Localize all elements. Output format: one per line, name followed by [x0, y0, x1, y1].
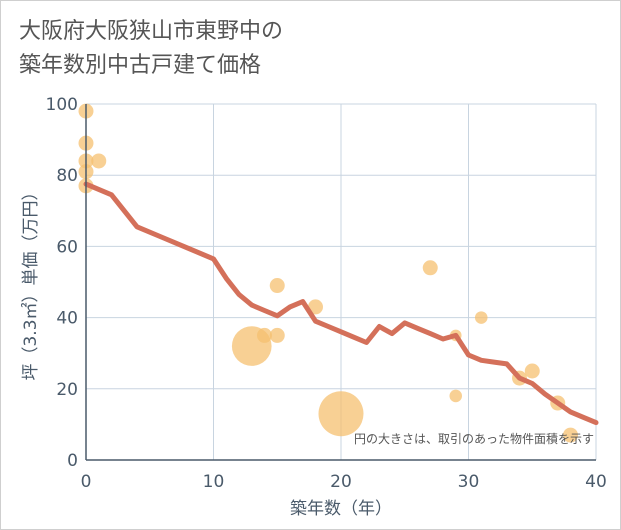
x-tick-label: 40	[585, 472, 607, 492]
axes	[85, 104, 596, 461]
chart-title-line-1: 大阪府大阪狭山市東野中の	[19, 19, 284, 44]
bubble-9	[269, 327, 285, 343]
bubble-14	[449, 389, 463, 403]
y-tick-label: 80	[56, 166, 78, 186]
trend-line	[83, 181, 599, 426]
x-tick-label: 30	[458, 472, 480, 492]
x-tick-label: 10	[203, 472, 225, 492]
chart-title-line-2: 築年数別中古戸建て価格	[19, 53, 262, 78]
bubble-17	[524, 363, 540, 379]
bubble-19	[563, 427, 578, 443]
bubble-11	[318, 391, 364, 437]
bubble-series	[78, 103, 578, 443]
x-tick-label: 20	[330, 472, 352, 492]
tick-labels: 0 20 40 60 80 100 0 10 20 30 40	[46, 95, 607, 492]
chart-title: 大阪府大阪狭山市東野中の 築年数別中古戸建て価格	[19, 15, 283, 83]
bubble-15	[474, 311, 488, 324]
x-tick-label: 0	[81, 472, 92, 492]
y-tick-label: 100	[46, 95, 78, 115]
y-axis-label: 坪（3.3㎡）単価（万円）	[21, 183, 41, 380]
y-tick-label: 0	[67, 451, 78, 471]
bubble-12	[422, 260, 438, 276]
bubble-8	[269, 278, 285, 294]
y-tick-label: 60	[56, 237, 78, 257]
bubble-5	[91, 153, 107, 169]
bubble-7	[257, 327, 272, 343]
size-legend-note: 円の大きさは、取引のあった物件面積を示す	[354, 431, 594, 446]
x-axis-label: 築年数（年）	[290, 499, 392, 519]
y-tick-label: 40	[56, 309, 78, 329]
y-tick-label: 20	[56, 380, 78, 400]
trend-line-group	[83, 181, 599, 426]
bubble-10	[308, 299, 323, 315]
